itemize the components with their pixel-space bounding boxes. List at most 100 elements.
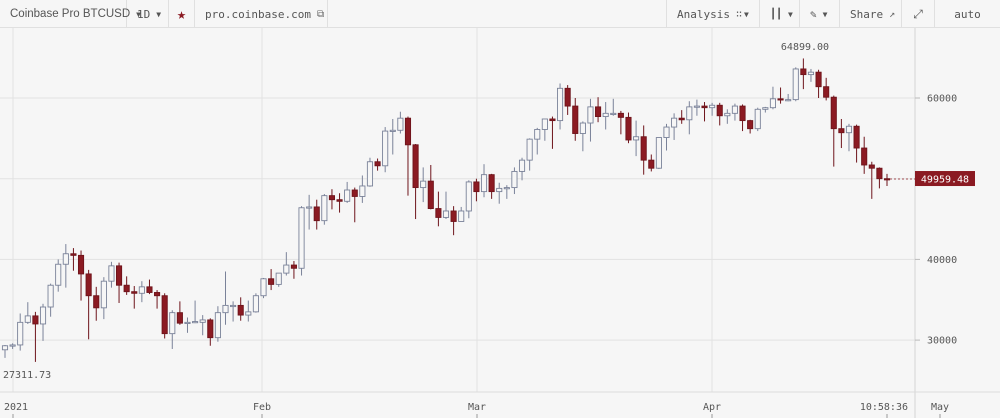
candle [138, 286, 145, 294]
candles [1, 58, 891, 362]
copy-icon: ⧉ [316, 8, 325, 20]
time-tick-label: May [931, 402, 949, 413]
candle [587, 106, 594, 124]
candle [169, 312, 176, 335]
candle [214, 312, 221, 339]
fullscreen-button[interactable]: ⤢ [902, 0, 935, 28]
candle [283, 264, 290, 274]
candle [595, 106, 602, 118]
candle [785, 99, 792, 102]
candle [549, 118, 556, 122]
symbol-selector[interactable]: Coinbase Pro BTCUSD ▼ [0, 0, 141, 28]
candle [93, 295, 100, 309]
chevron-down-icon: ▼ [136, 9, 141, 19]
analysis-button[interactable]: Analysis ∷ ▼ [667, 0, 760, 28]
candle [633, 136, 640, 141]
star-icon: ★ [176, 5, 187, 23]
candle [579, 122, 586, 134]
time-tick-label: 2021 [4, 402, 28, 413]
candle [245, 311, 252, 316]
candle [602, 112, 609, 118]
candle [176, 312, 183, 324]
candle [382, 130, 389, 167]
candle [161, 295, 168, 335]
scale-mode-label: auto [954, 7, 981, 21]
candle [458, 210, 465, 222]
interval-label: 1D [137, 7, 151, 21]
candle [686, 106, 693, 121]
candle [640, 136, 647, 161]
candle [663, 126, 670, 138]
share-label: Share [850, 7, 884, 21]
source-link[interactable]: pro.coinbase.com ⧉ [195, 0, 328, 28]
candle [77, 254, 85, 275]
analysis-label: Analysis [677, 7, 730, 21]
toolbar-spacer [328, 0, 667, 27]
candle [230, 304, 237, 308]
candle [268, 278, 275, 285]
candle [610, 112, 617, 115]
candle [518, 159, 526, 172]
drawing-tools-button[interactable]: ✎ ▼ [800, 0, 840, 28]
candle [617, 112, 624, 118]
candle [465, 181, 472, 212]
candle [328, 195, 335, 201]
share-button[interactable]: Share ↗ [840, 0, 902, 28]
candle [777, 98, 784, 101]
candle [625, 116, 632, 141]
candle [116, 265, 123, 286]
candle [146, 286, 153, 293]
candle [313, 206, 320, 222]
chart-type-button[interactable]: ┃┃ ▼ [760, 0, 800, 28]
time-tick-label: Feb [253, 402, 271, 413]
expand-icon: ⤢ [913, 6, 923, 21]
chevron-down-icon: ▼ [744, 9, 749, 19]
interval-selector[interactable]: 1D ▼ [127, 0, 169, 28]
candle [678, 117, 685, 121]
candles-icon: ┃┃ [770, 8, 783, 20]
candle [192, 321, 199, 324]
candle [321, 195, 328, 222]
candle [693, 105, 700, 108]
candle [724, 112, 731, 117]
candle [754, 108, 761, 130]
external-link-icon: ↗ [889, 8, 896, 20]
candle [572, 105, 579, 134]
time-tick-label: 10:58:36 [860, 402, 908, 413]
chevron-down-icon: ▼ [788, 9, 793, 19]
candle [290, 264, 297, 269]
candle [792, 68, 799, 101]
candle [800, 68, 807, 76]
last-price-badge [915, 171, 975, 187]
candle [260, 278, 267, 297]
time-axis[interactable]: 2021 Feb Mar Apr 10:58:36 May [4, 402, 949, 418]
candle [275, 272, 282, 285]
candle [306, 206, 313, 209]
candle [709, 104, 716, 109]
candle [351, 189, 358, 197]
candle [496, 187, 503, 193]
candle [55, 263, 62, 286]
favorite-button[interactable]: ★ [169, 0, 195, 28]
candle [450, 210, 457, 222]
candle [769, 98, 776, 109]
price-tick-label: 60000 [927, 94, 957, 105]
candle [564, 87, 571, 107]
candle [557, 87, 564, 122]
candle [237, 304, 244, 316]
candle [420, 180, 427, 189]
price-axis[interactable]: 30000 40000 60000 [915, 94, 957, 347]
candle [739, 105, 746, 122]
source-label: pro.coinbase.com [205, 7, 311, 21]
candle [731, 105, 738, 114]
candle [252, 295, 259, 313]
candle [9, 344, 16, 347]
candle [374, 161, 381, 167]
candle [511, 170, 518, 189]
scale-mode-button[interactable]: auto [935, 0, 1000, 28]
candle [85, 273, 92, 297]
candle [861, 147, 868, 166]
candle [62, 253, 69, 265]
candle [488, 174, 495, 193]
